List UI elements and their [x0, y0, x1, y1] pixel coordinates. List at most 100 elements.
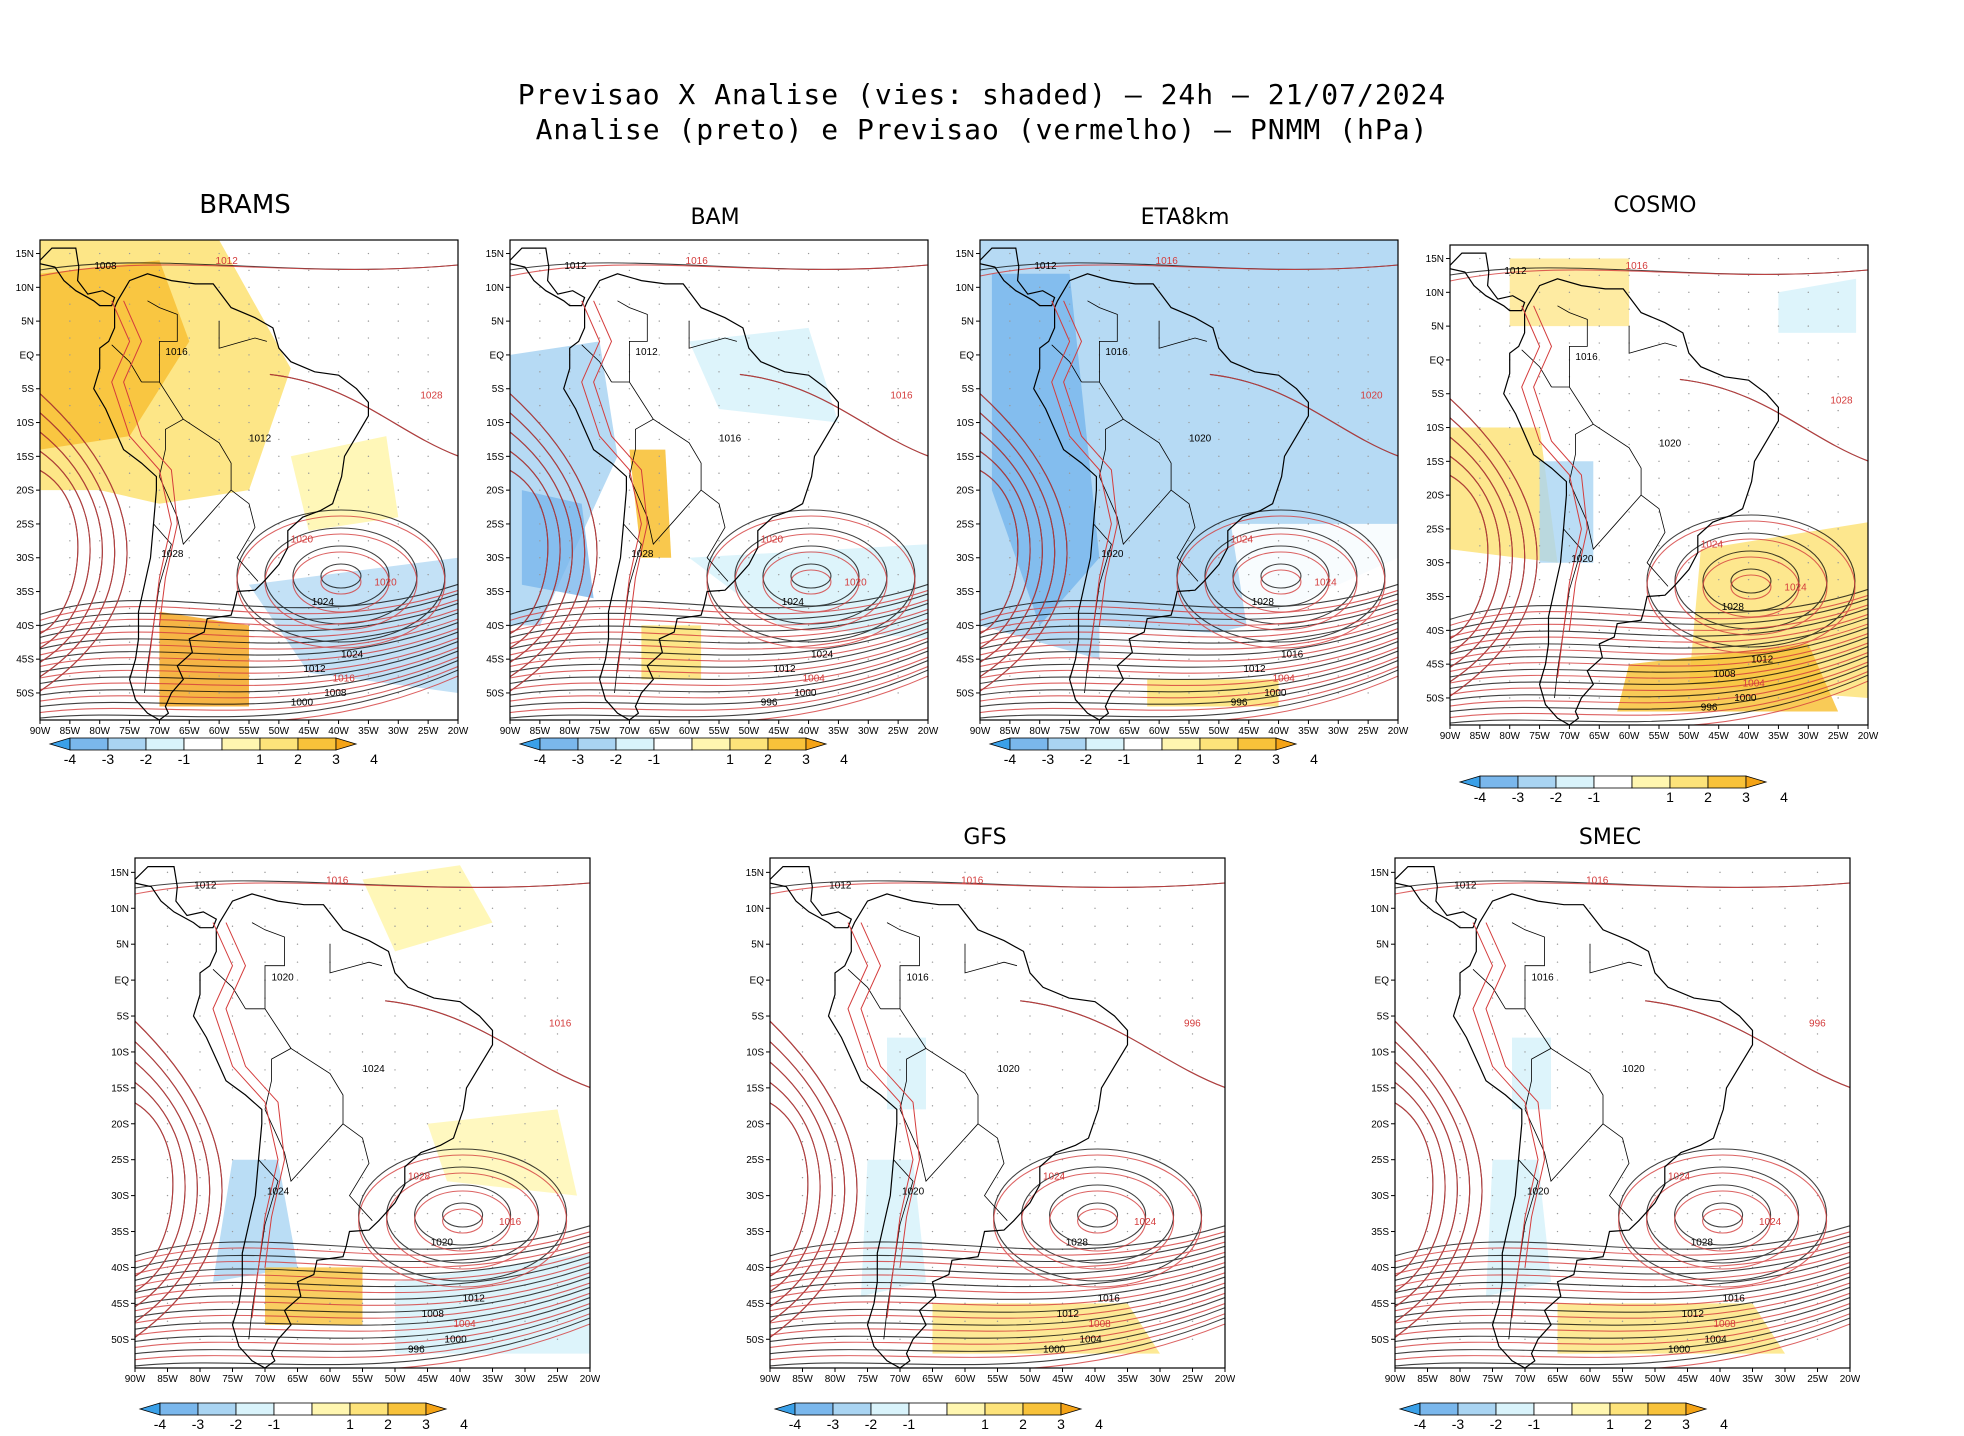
colorbar: -4 -3 -2 -1 1 2 3 4	[138, 1402, 468, 1432]
lat-label: EQ	[1375, 976, 1390, 987]
colorbar-label: -2	[1080, 751, 1093, 767]
figure-title-line2: Analise (preto) e Previsao (vermelho) – …	[535, 113, 1429, 146]
contour-label: 1000	[1668, 1345, 1691, 1356]
lon-label: 40W	[1738, 731, 1759, 742]
colorbar-label: 2	[1704, 789, 1712, 803]
contour-label: 1024	[1759, 1217, 1782, 1228]
lon-label: 25W	[1828, 731, 1849, 742]
lon-label: 80W	[1029, 726, 1050, 737]
contour-label: 1020	[431, 1238, 454, 1249]
contour-label: 1016	[961, 876, 984, 887]
lon-label: 75W	[1059, 726, 1080, 737]
lat-label: 20S	[1371, 1119, 1389, 1130]
contour-label: 1008	[1713, 669, 1736, 680]
lat-label: 35S	[486, 587, 504, 598]
panel-cosmo: COSMO 1012 1016 1016 1020 1024 1028 1020 1024 10…	[1420, 193, 1890, 803]
colorbar-label: -4	[154, 1416, 167, 1432]
contour-label: 1012	[635, 347, 658, 358]
lon-label: 80W	[190, 1374, 211, 1385]
lat-label: 5N	[1376, 940, 1389, 951]
colorbar-label: -3	[572, 751, 585, 767]
lon-label: 35W	[482, 1374, 503, 1385]
contour-label: 1004	[803, 674, 826, 685]
lat-label: 30S	[16, 553, 34, 564]
contour-labels: 1012 1016 1016 1020 1024 1028 1020 1024 1016 1012…	[1454, 876, 1826, 1356]
colorbar-label: 3	[1272, 751, 1280, 767]
contour-label: 1020	[1360, 390, 1383, 401]
lat-label: 15S	[1426, 457, 1444, 468]
contour-label: 1024	[312, 597, 335, 608]
lon-label: 70W	[149, 726, 170, 737]
lon-label: 35W	[1117, 1374, 1138, 1385]
lat-label: 45S	[486, 655, 504, 666]
map-canvas: 1012 1016 1016 1020 1024 1028 1020 1024 1016 1012…	[1371, 857, 1860, 1432]
contour-label: 1020	[998, 1064, 1021, 1075]
lat-label: 50S	[956, 688, 974, 699]
lon-label: 25W	[1807, 1374, 1828, 1385]
lat-label: 25S	[746, 1155, 764, 1166]
lon-label: 90W	[1385, 1374, 1406, 1385]
lon-label: 40W	[1085, 1374, 1106, 1385]
coastline	[770, 866, 1129, 1368]
panel-title: BRAMS	[199, 190, 291, 220]
contour-label: 1028	[420, 390, 443, 401]
lat-label: 15S	[16, 452, 34, 463]
lon-label: 30W	[388, 726, 409, 737]
lon-label: 80W	[1499, 731, 1520, 742]
contour-label: 1012	[564, 261, 587, 272]
lon-label: 65W	[1589, 731, 1610, 742]
contour-label: 1016	[1105, 347, 1128, 358]
colorbar-label: 2	[384, 1416, 392, 1432]
colorbar-label: -3	[1512, 789, 1525, 803]
lon-label: 60W	[1149, 726, 1170, 737]
lat-label: 10N	[1426, 288, 1444, 299]
lon-label: 50W	[269, 726, 290, 737]
colorbar-label: -4	[1004, 751, 1017, 767]
lat-label: 5S	[117, 1012, 130, 1023]
colorbar-label: -2	[230, 1416, 243, 1432]
lat-label: 10S	[1426, 423, 1444, 434]
contour-label: 1012	[463, 1294, 486, 1305]
lat-label: 30S	[746, 1191, 764, 1202]
lon-label: 75W	[119, 726, 140, 737]
contour-label: 1000	[1043, 1345, 1066, 1356]
map-canvas: 1012 1016 1020 1024 1028 1020 1024 1016 1012 1008…	[111, 857, 600, 1432]
contour-label: 1008	[422, 1309, 445, 1320]
colorbar-label: 3	[802, 751, 810, 767]
lat-label: EQ	[750, 976, 765, 987]
contour-label: 1012	[1751, 655, 1774, 666]
colorbar-label: -1	[903, 1416, 916, 1432]
lon-label: 90W	[500, 726, 521, 737]
lat-label: 40S	[16, 621, 34, 632]
lon-label: 30W	[515, 1374, 536, 1385]
contour-label: 1000	[1264, 688, 1287, 699]
contour-label: 1016	[907, 972, 930, 983]
contour-label: 1020	[291, 534, 314, 545]
country-borders	[581, 300, 738, 694]
lon-label: 60W	[209, 726, 230, 737]
lon-label: 80W	[89, 726, 110, 737]
contour-label: 996	[1701, 703, 1718, 714]
lon-label: 75W	[1529, 731, 1550, 742]
lon-label: 20W	[918, 726, 939, 737]
lon-label: 85W	[792, 1374, 813, 1385]
lon-label: 30W	[1150, 1374, 1171, 1385]
contour-label: 1016	[1723, 1294, 1746, 1305]
lat-label: 25S	[1426, 524, 1444, 535]
contour-label: 1024	[267, 1187, 290, 1198]
colorbar-label: 2	[764, 751, 772, 767]
colorbar-label: -1	[1588, 789, 1601, 803]
lat-label: 50S	[746, 1335, 764, 1346]
colorbar: -4 -3 -2 -1 1 2 3 4	[988, 737, 1318, 767]
colorbar: -4 -3 -2 -1 1 2 3 4	[773, 1402, 1103, 1432]
lat-label: 20S	[16, 486, 34, 497]
lon-label: 80W	[1450, 1374, 1471, 1385]
coastline	[40, 247, 369, 720]
lat-label: 45S	[1371, 1299, 1389, 1310]
contour-labels: 1012 1016 1020 1024 1028 1020 1024 1016 1012 1008…	[194, 876, 572, 1356]
lat-label: 35S	[746, 1227, 764, 1238]
colorbar-label: 1	[1196, 751, 1204, 767]
contour-label: 1024	[1668, 1171, 1691, 1182]
contour-label: 996	[408, 1345, 425, 1356]
lat-label: 45S	[1426, 660, 1444, 671]
